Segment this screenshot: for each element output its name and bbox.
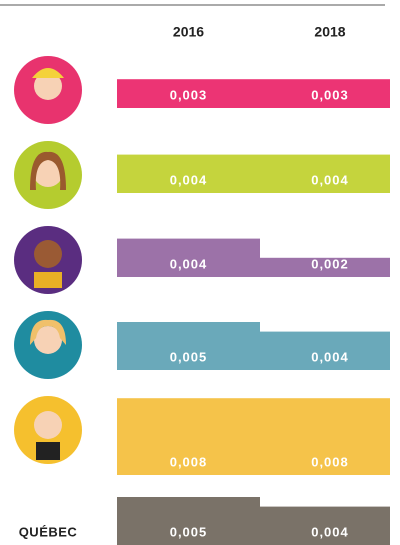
bar [260, 257, 390, 277]
avatar-face [34, 72, 62, 100]
category-label: QUÉBEC [19, 524, 78, 539]
value-label: 0,008 [311, 454, 349, 469]
bar [117, 238, 260, 277]
bar [260, 331, 390, 370]
bar [117, 398, 260, 475]
bar [260, 79, 390, 108]
bar [117, 154, 260, 193]
avatars [14, 56, 82, 464]
value-label: 0,002 [311, 256, 349, 271]
value-label: 0,004 [311, 524, 349, 539]
avatar-shirt [34, 272, 62, 288]
value-label: 0,008 [170, 454, 208, 469]
column-header: 2018 [314, 24, 345, 40]
avatar-face [33, 157, 63, 187]
value-label: 0,004 [311, 349, 349, 364]
avatar-face [34, 326, 62, 354]
column-header: 2016 [173, 24, 204, 40]
value-label: 0,005 [170, 524, 208, 539]
avatar-hair [32, 68, 64, 78]
bar [117, 497, 260, 545]
bar [260, 154, 390, 193]
value-label: 0,004 [170, 172, 208, 187]
bar [117, 322, 260, 370]
avatar-face [34, 411, 62, 439]
value-label: 0,004 [170, 256, 208, 271]
bar [117, 79, 260, 108]
value-label: 0,004 [311, 172, 349, 187]
avatar-suit [36, 442, 60, 460]
value-label: 0,003 [170, 87, 208, 102]
value-label: 0,005 [170, 349, 208, 364]
avatar-face [34, 240, 62, 268]
avatar-hair [30, 151, 66, 190]
value-label: 0,003 [311, 87, 349, 102]
bar [260, 398, 390, 475]
bar [260, 506, 390, 545]
avatar-hair [30, 319, 66, 345]
